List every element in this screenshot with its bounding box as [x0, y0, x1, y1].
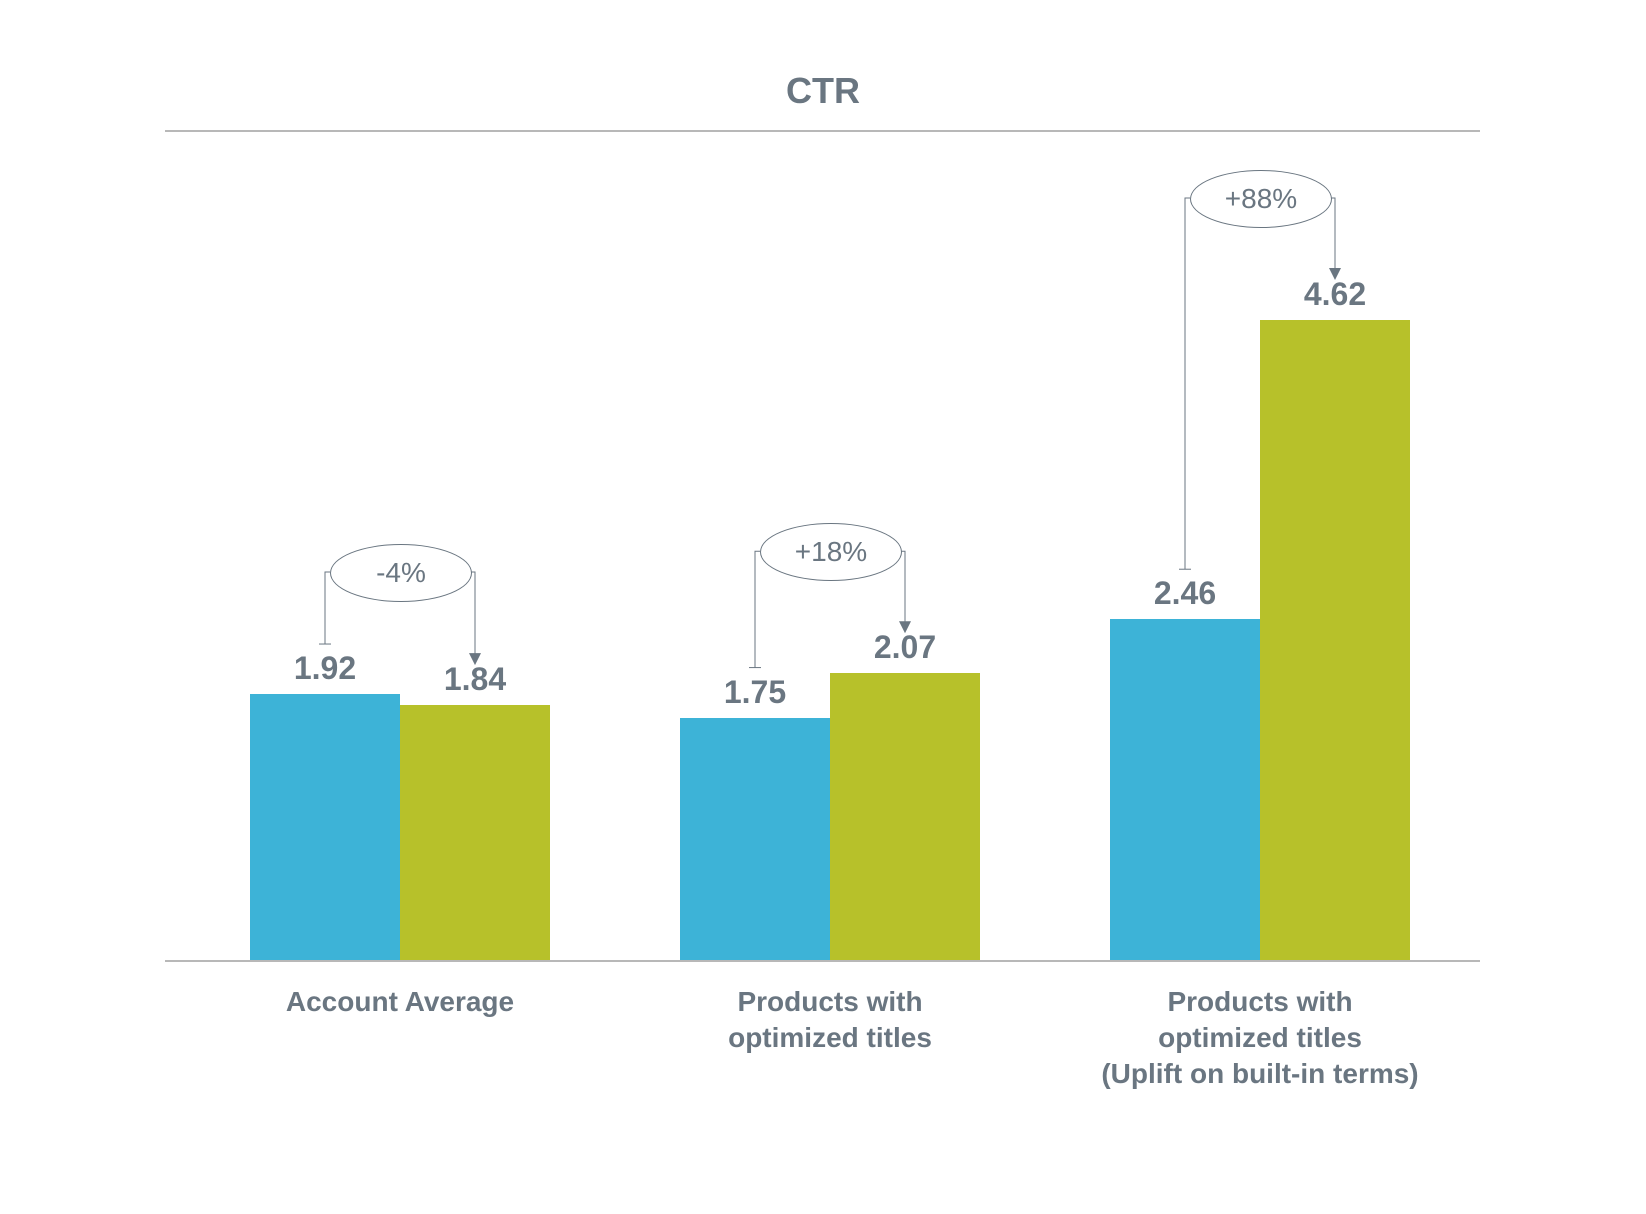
bar-value-label: 1.84: [400, 661, 550, 698]
category-label-line: Account Average: [210, 984, 590, 1020]
ctr-chart: CTR 1.921.84-4%Account Average1.752.07+1…: [0, 0, 1646, 1214]
bar: [400, 705, 550, 960]
callout-bubble: +18%: [760, 523, 902, 581]
bar: [830, 673, 980, 960]
category-label: Account Average: [210, 984, 590, 1020]
callout-bubble: -4%: [330, 544, 472, 602]
category-label-line: optimized titles: [640, 1020, 1020, 1056]
callout-bubble: +88%: [1190, 170, 1332, 228]
category-label: Products withoptimized titles(Uplift on …: [1070, 984, 1450, 1092]
category-label-line: Products with: [640, 984, 1020, 1020]
category-label: Products withoptimized titles: [640, 984, 1020, 1056]
bar: [1260, 320, 1410, 960]
bar-value-label: 1.75: [680, 674, 830, 711]
bar-value-label: 4.62: [1260, 276, 1410, 313]
category-label-line: Products with: [1070, 984, 1450, 1020]
category-label-line: (Uplift on built-in terms): [1070, 1056, 1450, 1092]
bar-value-label: 2.07: [830, 629, 980, 666]
bar: [250, 694, 400, 960]
bar-value-label: 2.46: [1110, 575, 1260, 612]
category-label-line: optimized titles: [1070, 1020, 1450, 1056]
bar-value-label: 1.92: [250, 650, 400, 687]
x-axis: [165, 960, 1480, 962]
bar: [680, 718, 830, 960]
bar: [1110, 619, 1260, 960]
